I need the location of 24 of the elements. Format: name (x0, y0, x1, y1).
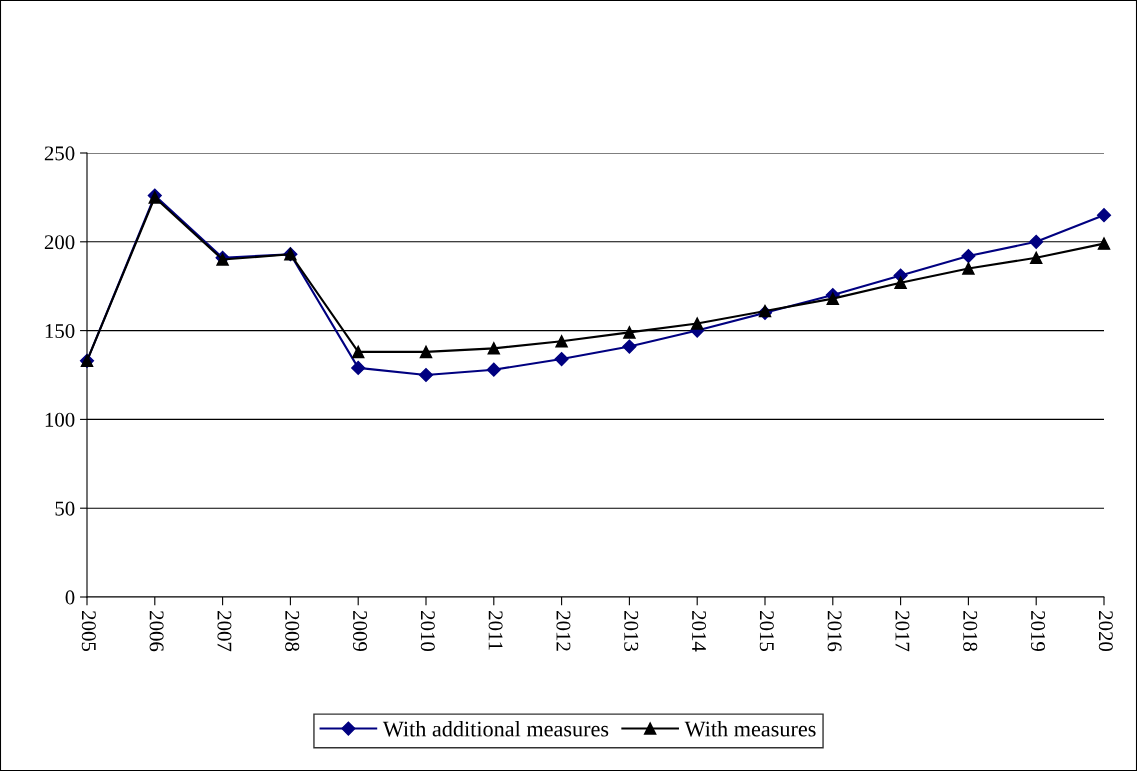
x-tick-label: 2013 (624, 611, 639, 652)
x-tick-label: 2014 (691, 611, 707, 652)
x-tick-label: 2010 (420, 611, 435, 652)
y-tick-label: 200 (44, 235, 75, 250)
x-tick-label: 2009 (352, 611, 368, 652)
x-tick-label: 2011 (488, 611, 503, 650)
y-tick-label: 100 (45, 412, 75, 427)
x-tick-label: 2007 (217, 611, 232, 652)
legend-label: With additional measures (382, 720, 609, 737)
x-tick-label: 2020 (1098, 611, 1113, 652)
x-tick-label: 2017 (895, 611, 910, 652)
x-tick-label: 2019 (1030, 611, 1046, 652)
y-tick-label: 0 (65, 590, 75, 605)
x-tick-label: 2015 (759, 611, 774, 652)
x-tick-label: 2018 (963, 611, 978, 652)
y-tick-label: 50 (55, 501, 75, 516)
legend-label: With measures (684, 720, 816, 737)
x-tick-label: 2012 (556, 611, 571, 651)
x-tick-label: 2006 (149, 611, 164, 652)
x-tick-label: 2016 (827, 611, 842, 652)
y-tick-label: 250 (44, 146, 75, 161)
y-tick-label: 150 (45, 323, 75, 339)
x-tick-label: 2008 (285, 611, 300, 652)
x-tick-label: 2005 (81, 611, 96, 652)
